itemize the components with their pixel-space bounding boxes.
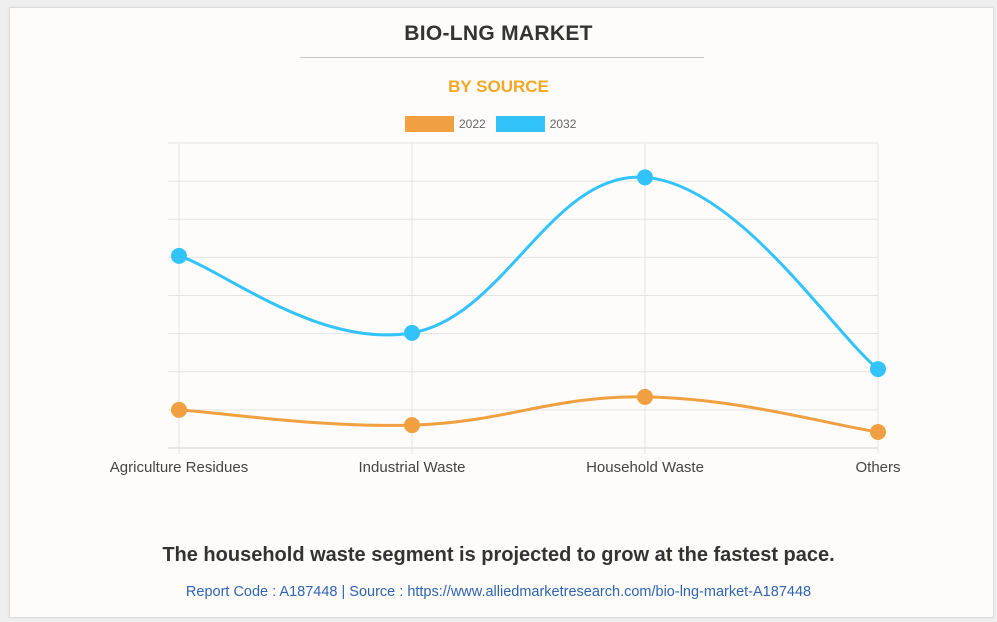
source-link[interactable]: Report Code : A187448 | Source : https:/… — [185, 584, 812, 600]
series-points — [171, 169, 886, 440]
x-axis-labels: Agriculture Residues Industrial Waste Hous… — [110, 459, 901, 476]
legend-label-2032: 2032 — [549, 117, 577, 131]
chart-subtitle: BY SOURCE — [448, 77, 549, 96]
legend-label-2022: 2022 — [459, 117, 486, 131]
data-point-2022 — [637, 388, 653, 405]
legend-swatch-2032 — [495, 116, 545, 132]
chart-card — [9, 7, 994, 618]
data-point-2022 — [171, 401, 187, 418]
x-tick-label: Household Waste — [586, 459, 704, 476]
insight-note: The household waste segment is projected… — [162, 544, 835, 566]
grid — [168, 142, 879, 454]
title-divider — [300, 57, 704, 58]
series-line-2032 — [178, 175, 879, 371]
chart-title: BIO-LNG MARKET — [404, 22, 593, 45]
x-tick-label: Industrial Waste — [359, 459, 466, 476]
series-line-2022 — [178, 395, 879, 434]
legend-swatch-2022 — [405, 116, 454, 132]
data-point-2022 — [870, 423, 886, 440]
data-point-2032 — [870, 361, 886, 378]
data-point-2032 — [171, 247, 187, 264]
legend-item-2022[interactable]: 2022 — [405, 116, 486, 132]
legend-item-2032[interactable]: 2032 — [495, 116, 577, 132]
data-point-2032 — [637, 169, 653, 186]
series-lines — [178, 175, 879, 434]
data-point-2032 — [404, 324, 420, 341]
x-tick-label: Agriculture Residues — [110, 459, 248, 476]
x-tick-label: Others — [855, 459, 900, 476]
data-point-2022 — [404, 417, 420, 434]
legend: 2022 2032 — [405, 116, 586, 132]
